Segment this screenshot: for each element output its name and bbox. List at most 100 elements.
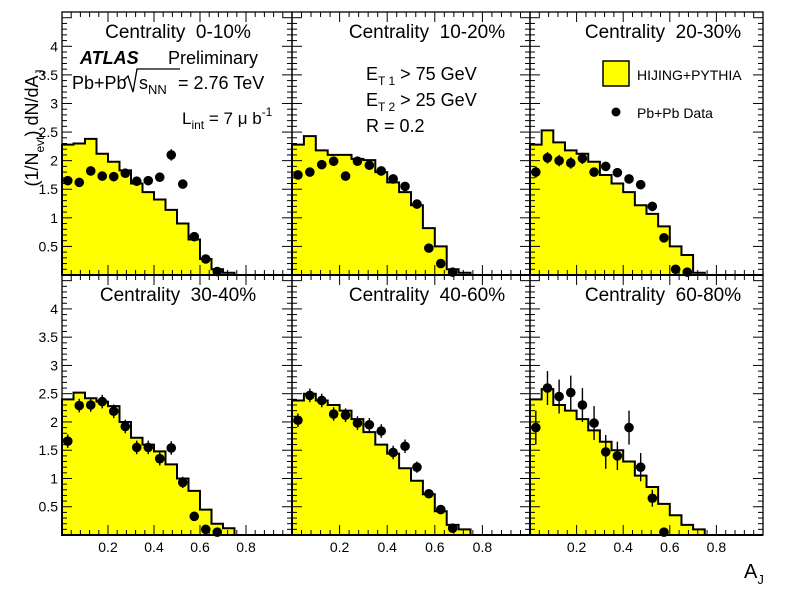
luminosity-label: Lint = 7 μ b-1 bbox=[182, 105, 273, 132]
preliminary-label: Preliminary bbox=[168, 48, 258, 68]
y-axis-title: (1/Nevt) dN/dAJ bbox=[22, 69, 47, 186]
data-point bbox=[624, 422, 634, 433]
data-point bbox=[376, 426, 387, 436]
data-point bbox=[328, 409, 339, 419]
x-tick-label: 0.8 bbox=[473, 539, 493, 555]
data-point bbox=[424, 243, 434, 253]
data-point bbox=[328, 156, 339, 167]
data-point bbox=[554, 391, 564, 402]
data-point bbox=[62, 175, 73, 186]
data-point bbox=[364, 419, 375, 430]
data-point bbox=[565, 158, 576, 168]
data-point bbox=[542, 383, 553, 393]
data-point bbox=[412, 199, 422, 209]
collision-text: Pb+Pb bbox=[72, 73, 127, 93]
data-point bbox=[74, 177, 85, 188]
y-tick-label: 4 bbox=[50, 301, 58, 317]
panel-title: Centrality 20-30% bbox=[585, 22, 741, 43]
et1-cut-label: ET 1 > 75 GeV bbox=[366, 64, 477, 88]
y-tick-label: 2.5 bbox=[39, 386, 59, 402]
y-tick-label: 4 bbox=[50, 38, 58, 54]
x-axis-title: AJ bbox=[744, 561, 764, 587]
x-tick-label: 0.6 bbox=[425, 539, 445, 555]
data-point bbox=[635, 179, 646, 190]
data-point bbox=[131, 442, 142, 453]
panel-4: 0.5 1 1.5 2 2.5 3 3.5 4 0.2 0.4 0.6 0.8 Centrality 3… bbox=[39, 274, 293, 555]
data-point bbox=[189, 511, 200, 522]
data-point bbox=[612, 451, 623, 461]
data-point bbox=[108, 406, 119, 417]
data-point bbox=[352, 156, 363, 167]
y-tick-label: 1.5 bbox=[39, 442, 59, 458]
data-point bbox=[108, 171, 119, 182]
panel-title: Centrality 0-10% bbox=[105, 22, 251, 43]
hist-hijing-pythia bbox=[529, 129, 763, 276]
sqrt-s-text: sNN bbox=[139, 73, 167, 97]
data-point bbox=[305, 390, 315, 401]
data-point bbox=[200, 524, 211, 535]
legend-hist-swatch bbox=[602, 60, 630, 87]
data-point bbox=[388, 174, 398, 184]
x-tick-label: 0.4 bbox=[144, 539, 164, 555]
y-tick-label: 3 bbox=[50, 357, 58, 373]
atlas-label: ATLAS bbox=[79, 48, 139, 68]
hist-hijing-pythia bbox=[529, 388, 763, 536]
y-tick-label: 3.5 bbox=[39, 67, 59, 83]
data-point bbox=[340, 410, 351, 420]
atlas-label-group: ATLAS Preliminary bbox=[79, 48, 258, 68]
data-point bbox=[424, 488, 434, 499]
data-point bbox=[612, 167, 623, 178]
data-point bbox=[316, 159, 327, 170]
collision-label: Pb+Pb sNN = 2.76 TeV bbox=[72, 68, 264, 97]
x-tick-label: 0.4 bbox=[377, 539, 397, 555]
y-tick-label: 3.5 bbox=[39, 329, 59, 345]
panel-2: Centrality 10-20% bbox=[291, 11, 531, 277]
y-tick-label: 1 bbox=[50, 470, 58, 486]
panel-title: Centrality 10-20% bbox=[349, 22, 505, 43]
data-point bbox=[120, 168, 131, 179]
data-point bbox=[589, 418, 599, 428]
data-point bbox=[635, 462, 646, 472]
panels-group: 0.5 1 1.5 2 2.5 3 3.5 4 Centrality 0-10% Centrali… bbox=[39, 11, 764, 555]
panel-title: Centrality 40-60% bbox=[349, 285, 505, 306]
data-point bbox=[131, 176, 142, 187]
data-point bbox=[376, 166, 387, 176]
y-tick-label: 3 bbox=[50, 95, 58, 111]
data-point bbox=[212, 266, 223, 277]
legend-data-marker bbox=[611, 107, 621, 117]
et2-cut-label: ET 2 > 25 GeV bbox=[366, 90, 477, 114]
sqrt-symbol bbox=[123, 68, 180, 93]
panel-5: 0.2 0.4 0.6 0.8 Centrality 40-60% bbox=[291, 274, 531, 555]
hist-hijing-pythia bbox=[291, 392, 530, 536]
data-point bbox=[143, 175, 154, 186]
data-point bbox=[400, 441, 410, 452]
x-tick-label: 0.6 bbox=[190, 539, 210, 555]
x-tick-label: 0.6 bbox=[660, 539, 680, 555]
data-point bbox=[589, 167, 599, 177]
data-point bbox=[659, 233, 669, 243]
data-point bbox=[624, 174, 634, 184]
data-point bbox=[316, 395, 327, 406]
data-point bbox=[412, 462, 422, 472]
hist-hijing-pythia bbox=[291, 135, 530, 276]
data-point bbox=[670, 264, 681, 275]
hist-hijing-pythia bbox=[61, 137, 292, 276]
data-point bbox=[166, 443, 177, 453]
data-point bbox=[352, 418, 363, 428]
data-point bbox=[600, 447, 611, 457]
data-point bbox=[447, 523, 458, 534]
data-point bbox=[340, 171, 351, 181]
data-point bbox=[305, 167, 315, 177]
legend: HIJING+PYTHIA Pb+Pb Data bbox=[602, 60, 742, 121]
data-point bbox=[166, 150, 177, 160]
radius-label: R = 0.2 bbox=[366, 116, 425, 136]
data-point bbox=[554, 155, 564, 166]
data-point bbox=[97, 171, 108, 181]
data-point bbox=[364, 160, 375, 171]
data-point bbox=[74, 400, 85, 411]
data-point bbox=[647, 493, 658, 504]
panel-6: 0.2 0.4 0.6 0.8 Centrality 60-80% bbox=[529, 274, 764, 555]
data-point bbox=[577, 153, 588, 164]
data-point bbox=[120, 421, 131, 432]
